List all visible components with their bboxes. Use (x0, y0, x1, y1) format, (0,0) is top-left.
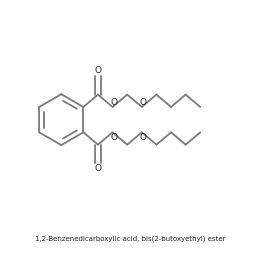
Text: O: O (110, 133, 117, 142)
Text: O: O (139, 98, 146, 107)
Text: O: O (94, 164, 101, 173)
Text: O: O (110, 98, 117, 107)
Text: O: O (94, 66, 101, 75)
Text: O: O (139, 133, 146, 142)
Text: 1,2-Benzenedicarboxylic acid, bis(2-butoxyethyl) ester: 1,2-Benzenedicarboxylic acid, bis(2-buto… (35, 236, 225, 242)
